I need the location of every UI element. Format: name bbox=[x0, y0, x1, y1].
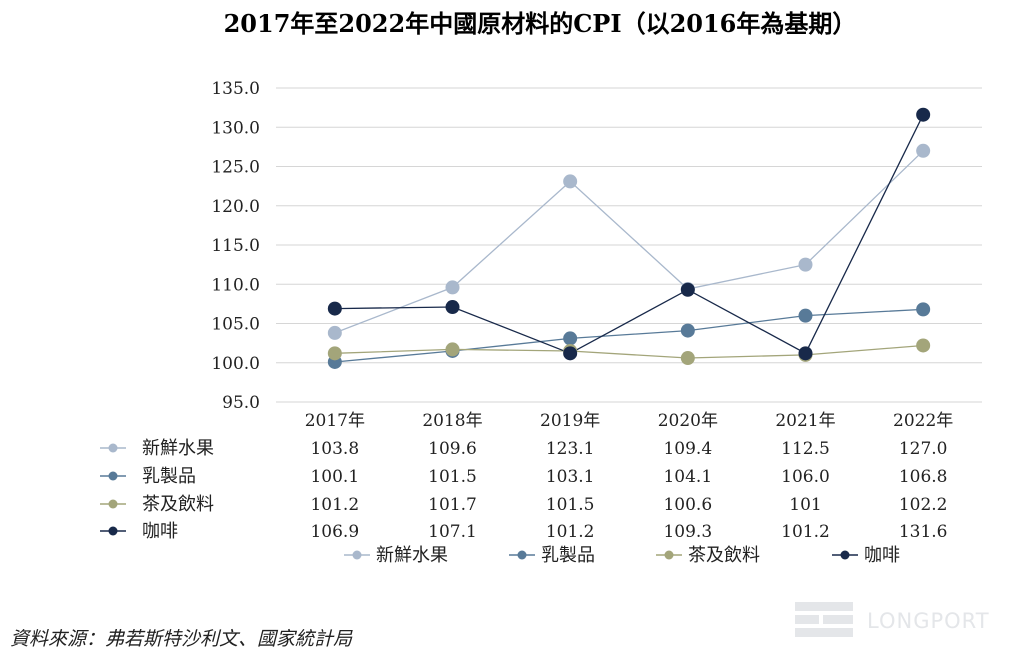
legend-entry: 咖啡 bbox=[864, 545, 900, 566]
table-row-label: 新鮮水果 bbox=[142, 438, 214, 459]
data-point bbox=[916, 107, 931, 122]
table-cell: 109.4 bbox=[663, 439, 712, 459]
y-tick-label: 100.0 bbox=[211, 354, 260, 374]
table-cell: 109.6 bbox=[428, 439, 477, 459]
table-row-label: 乳製品 bbox=[142, 466, 196, 487]
legend-entry: 茶及飲料 bbox=[688, 545, 760, 566]
data-point bbox=[916, 143, 931, 158]
table-legend-key-marker bbox=[108, 471, 118, 481]
data-point bbox=[327, 301, 342, 316]
data-point bbox=[916, 338, 931, 353]
watermark: LONGPORT bbox=[795, 602, 990, 640]
x-tick-label: 2022年 bbox=[893, 411, 953, 431]
data-point bbox=[563, 174, 578, 189]
table-cell: 101.2 bbox=[781, 522, 830, 542]
table-cell: 102.2 bbox=[899, 495, 948, 515]
series-line-1 bbox=[334, 150, 924, 334]
table-cell: 101.2 bbox=[546, 522, 595, 542]
table-legend-key-marker bbox=[108, 499, 118, 509]
series-line-3 bbox=[334, 344, 924, 359]
data-points bbox=[327, 107, 931, 369]
y-tick-label: 110.0 bbox=[211, 275, 260, 295]
x-tick-labels: 2017年 2018年 2019年 2020年 2021年 2022年 bbox=[305, 411, 954, 431]
data-point bbox=[798, 346, 813, 361]
table-cell: 103.1 bbox=[546, 467, 595, 487]
table-cell: 101.5 bbox=[428, 467, 477, 487]
data-point bbox=[563, 331, 578, 346]
table-cell: 131.6 bbox=[899, 522, 948, 542]
table-row-label: 咖啡 bbox=[142, 521, 178, 542]
table-cell: 112.5 bbox=[781, 439, 830, 459]
data-point bbox=[445, 280, 460, 295]
legend-entry: 乳製品 bbox=[541, 545, 595, 566]
data-point bbox=[798, 257, 813, 272]
table-cell: 106.8 bbox=[899, 467, 948, 487]
y-tick-labels: 95.0 100.0 105.0 110.0 115.0 120.0 125.0 130.0 1… bbox=[211, 79, 260, 413]
legend: 新鮮水果 乳製品 茶及飲料 咖啡 bbox=[344, 545, 900, 566]
table-cell: 106.0 bbox=[781, 467, 830, 487]
table-cell: 106.9 bbox=[310, 522, 359, 542]
legend-key-marker bbox=[840, 550, 850, 560]
table-cell: 123.1 bbox=[546, 439, 595, 459]
table-cell: 103.8 bbox=[310, 439, 359, 459]
table-legend-key-marker bbox=[108, 526, 118, 536]
y-tick-label: 130.0 bbox=[211, 118, 260, 138]
table-legend-key-marker bbox=[108, 443, 118, 453]
series-line-4 bbox=[334, 114, 924, 355]
table-cell: 101.5 bbox=[546, 495, 595, 515]
series-lines bbox=[334, 114, 924, 363]
data-point bbox=[445, 342, 460, 357]
table-cell: 100.1 bbox=[310, 467, 359, 487]
data-point bbox=[680, 351, 695, 366]
y-tick-label: 135.0 bbox=[211, 79, 260, 99]
data-point bbox=[798, 308, 813, 323]
watermark-logo-icon bbox=[795, 602, 853, 640]
x-tick-label: 2020年 bbox=[658, 411, 718, 431]
legend-key-marker bbox=[664, 550, 674, 560]
x-tick-label: 2019年 bbox=[540, 411, 600, 431]
gridlines bbox=[276, 87, 982, 403]
table-cell: 107.1 bbox=[428, 522, 477, 542]
table-cell: 100.6 bbox=[663, 495, 712, 515]
legend-key-marker bbox=[517, 550, 527, 560]
data-table: 新鮮水果 103.8 109.6 123.1 109.4 112.5 127.0 乳製品 100… bbox=[100, 438, 948, 542]
data-point bbox=[327, 346, 342, 361]
y-tick-label: 125.0 bbox=[211, 158, 260, 178]
chart-title: 2017年至2022年中國原材料的CPI（以2016年為基期） bbox=[224, 9, 857, 38]
x-tick-label: 2018年 bbox=[422, 411, 482, 431]
y-tick-label: 115.0 bbox=[211, 236, 260, 256]
data-point bbox=[916, 302, 931, 317]
source-note: 資料來源：弗若斯特沙利文、國家統計局 bbox=[10, 628, 353, 650]
x-tick-label: 2021年 bbox=[775, 411, 835, 431]
data-point bbox=[680, 282, 695, 297]
y-tick-label: 120.0 bbox=[211, 197, 260, 217]
y-tick-label: 105.0 bbox=[211, 315, 260, 335]
data-point bbox=[563, 346, 578, 361]
table-cell: 101 bbox=[789, 495, 821, 515]
table-row-label: 茶及飲料 bbox=[142, 494, 214, 515]
data-point bbox=[680, 323, 695, 338]
data-point bbox=[327, 325, 342, 340]
table-cell: 109.3 bbox=[663, 522, 712, 542]
legend-key-marker bbox=[352, 550, 362, 560]
table-cell: 101.2 bbox=[310, 495, 359, 515]
x-tick-label: 2017年 bbox=[305, 411, 365, 431]
cpi-line-chart: 2017年至2022年中國原材料的CPI（以2016年為基期） 95.0 100.… bbox=[100, 9, 982, 566]
table-cell: 104.1 bbox=[663, 467, 712, 487]
table-cell: 101.7 bbox=[428, 495, 477, 515]
y-tick-label: 95.0 bbox=[222, 393, 260, 413]
watermark-text: LONGPORT bbox=[867, 609, 990, 633]
data-point bbox=[445, 300, 460, 315]
table-cell: 127.0 bbox=[899, 439, 948, 459]
legend-entry: 新鮮水果 bbox=[376, 545, 448, 566]
